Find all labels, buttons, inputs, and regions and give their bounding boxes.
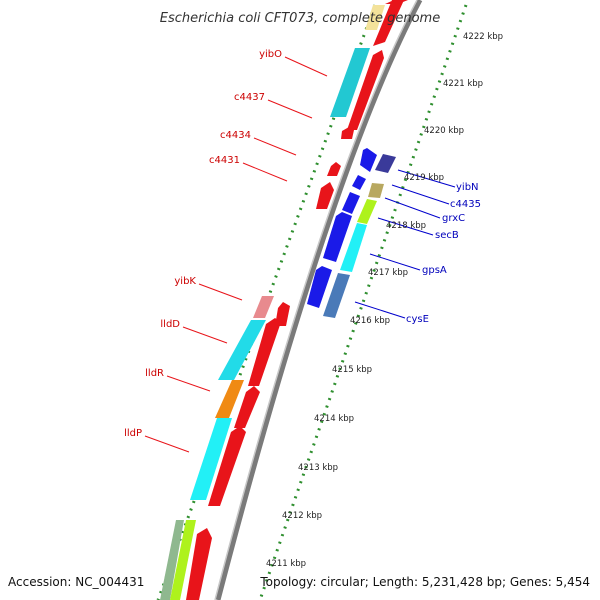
forward-gene-labels: yibN c4435 grxC secB gpsA cysE	[406, 182, 481, 325]
genome-backbone	[215, 0, 423, 600]
tick-label-3: 4219 kbp	[404, 173, 444, 183]
gene-label-gpsA: gpsA	[422, 265, 447, 276]
gene-label-c4434: c4434	[220, 130, 251, 141]
line-c4431	[242, 162, 288, 182]
line-yibN	[397, 169, 456, 188]
line-gpsA	[369, 253, 421, 271]
line-grxC	[384, 197, 441, 219]
gene-label-c4435: c4435	[450, 199, 481, 210]
line-lldP	[144, 435, 190, 453]
gene-label-lldP: lldP	[124, 428, 142, 439]
gene-arrow-r1	[347, 50, 384, 130]
tick-labels: 4222 kbp 4221 kbp 4220 kbp 4219 kbp 4218 kbp…	[266, 32, 503, 569]
gene-block-yibO	[330, 48, 370, 117]
tick-label-0: 4222 kbp	[463, 32, 503, 42]
map-title: Escherichia coli CFT073, complete genome	[160, 11, 440, 26]
tick-label-10: 4212 kbp	[282, 511, 322, 521]
gene-arrow-bottom	[186, 528, 212, 600]
line-yibO	[284, 56, 328, 77]
line-cysE	[354, 301, 406, 319]
gene-arrow-c4431	[316, 182, 334, 209]
gene-label-yibK: yibK	[174, 276, 196, 287]
line-c4435	[391, 184, 450, 205]
outer-tick-track	[258, 4, 468, 600]
gene-block-cysE	[323, 273, 350, 318]
genome-backbone-highlight	[214, 0, 418, 600]
gene-arrow-secB-pre	[342, 192, 360, 214]
gene-arrow-c4434	[327, 162, 341, 176]
gene-label-c4437: c4437	[234, 92, 265, 103]
gene-block-bottom-grey	[160, 520, 184, 600]
gene-block-secB	[357, 199, 377, 224]
gene-block-lldR	[215, 380, 244, 418]
gene-block-lldD	[218, 320, 266, 380]
gene-arrow-yibK-pair	[275, 302, 290, 326]
tick-label-2: 4220 kbp	[424, 126, 464, 136]
forward-label-lines	[354, 169, 456, 319]
line-secB	[377, 217, 434, 236]
gene-label-grxC: grxC	[442, 213, 465, 224]
gene-block-bottom-lime	[170, 520, 196, 600]
gene-arrow-gpsA-blue	[323, 212, 352, 262]
gene-label-c4431: c4431	[209, 155, 240, 166]
gene-block-yibK	[253, 296, 274, 318]
gene-arrow-yibN-a	[360, 148, 377, 172]
gene-block-top-pale	[365, 5, 385, 30]
gene-arrow-r2	[373, 0, 404, 46]
gene-block-grxC	[368, 183, 384, 198]
gene-block-lldP	[190, 418, 232, 500]
tick-label-6: 4216 kbp	[350, 316, 390, 326]
tick-label-1: 4221 kbp	[443, 79, 483, 89]
gene-arrow-r3	[248, 318, 281, 386]
reverse-label-lines	[144, 56, 328, 453]
line-c4437	[267, 99, 313, 119]
line-lldR	[166, 375, 211, 392]
tick-label-9: 4213 kbp	[298, 463, 338, 473]
tick-label-7: 4215 kbp	[332, 365, 372, 375]
tick-label-11: 4211 kbp	[266, 559, 306, 569]
gene-label-lldR: lldR	[145, 368, 164, 379]
gene-arrow-r5	[208, 426, 246, 506]
gene-label-yibO: yibO	[259, 49, 282, 60]
tick-label-8: 4214 kbp	[314, 414, 354, 424]
gene-label-cysE: cysE	[406, 314, 429, 325]
gene-block-gpsA	[340, 223, 367, 272]
gene-arrow-c4435	[352, 175, 366, 190]
line-lldD	[182, 326, 228, 344]
line-c4434	[253, 137, 297, 156]
tick-label-5: 4217 kbp	[368, 268, 408, 278]
gene-arrow-r4	[234, 386, 260, 428]
line-yibK	[198, 283, 243, 301]
reverse-gene-labels: yibO c4437 c4434 c4431 yibK lldD lldR lldP	[124, 49, 282, 439]
gene-arrow-cysE-blue	[307, 266, 332, 308]
topology-text: Topology: circular; Length: 5,231,428 bp…	[259, 575, 590, 589]
gene-arrow-yibN-b	[375, 154, 396, 173]
gene-label-yibN: yibN	[456, 182, 479, 193]
gene-label-secB: secB	[435, 230, 459, 241]
accession-text: Accession: NC_004431	[8, 575, 144, 589]
tick-label-4: 4218 kbp	[386, 221, 426, 231]
gene-label-lldD: lldD	[160, 319, 180, 330]
gene-arrow-c4437	[341, 127, 354, 139]
